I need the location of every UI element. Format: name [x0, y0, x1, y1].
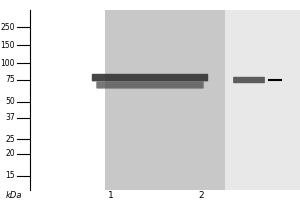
- Bar: [105, 10, 300, 190]
- FancyBboxPatch shape: [233, 77, 265, 83]
- FancyBboxPatch shape: [96, 81, 204, 89]
- Text: 50: 50: [5, 98, 15, 106]
- Text: 100: 100: [1, 58, 15, 68]
- Text: 15: 15: [5, 171, 15, 180]
- Text: 150: 150: [1, 40, 15, 49]
- FancyBboxPatch shape: [92, 74, 208, 81]
- Text: kDa: kDa: [5, 191, 22, 200]
- Text: 250: 250: [1, 22, 15, 31]
- Text: 1: 1: [108, 191, 114, 200]
- Text: 75: 75: [5, 75, 15, 84]
- Text: 25: 25: [5, 134, 15, 144]
- Text: 20: 20: [5, 150, 15, 158]
- Text: 37: 37: [5, 114, 15, 122]
- Bar: [225, 10, 300, 190]
- Text: 2: 2: [198, 191, 204, 200]
